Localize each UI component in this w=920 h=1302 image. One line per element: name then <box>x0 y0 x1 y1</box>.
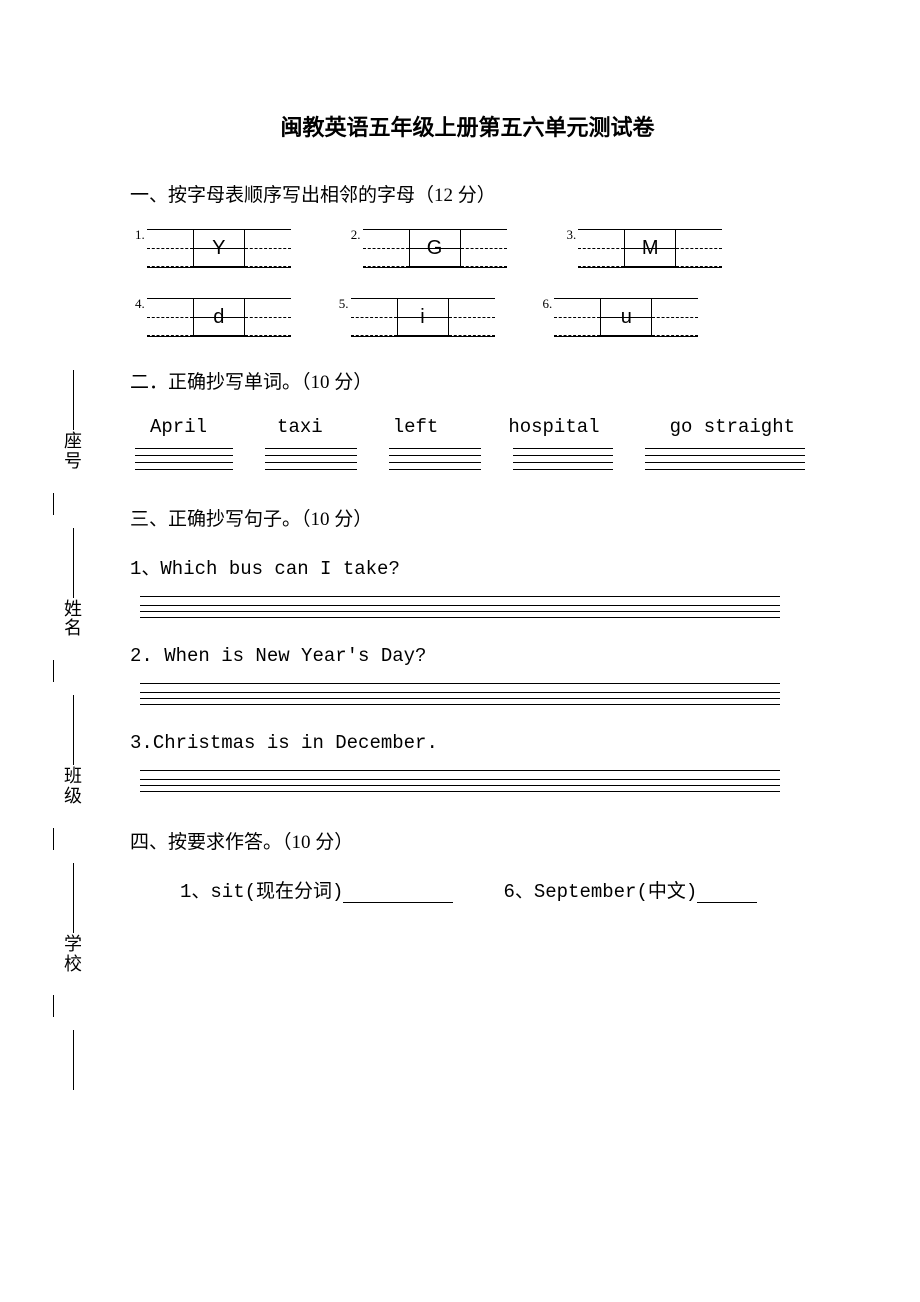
letter-value: G <box>410 229 460 267</box>
page-title: 闽教英语五年级上册第五六单元测试卷 <box>130 110 805 142</box>
letter-num: 5. <box>339 296 349 312</box>
word: taxi <box>277 416 323 438</box>
answer-row: 1、sit(现在分词) 6、September(中文) <box>130 876 805 903</box>
letter-value: Y <box>194 229 244 267</box>
section-2-heading: 二．正确抄写单词。（10 分） <box>130 367 805 394</box>
section-1-heading: 一、按字母表顺序写出相邻的字母（12 分） <box>130 180 805 207</box>
letter-num: 6. <box>543 296 553 312</box>
answer-blank[interactable] <box>697 902 757 903</box>
sentence-question: 3.Christmas is in December. <box>130 732 805 754</box>
worksheet-page: 闽教英语五年级上册第五六单元测试卷 一、按字母表顺序写出相邻的字母（12 分） … <box>0 0 920 963</box>
answer-blank[interactable] <box>343 902 453 903</box>
word: hospital <box>508 416 599 438</box>
word: left <box>393 416 439 438</box>
sentence-writing-lines <box>140 683 780 710</box>
section-4-heading: 四、按要求作答。（10 分） <box>130 827 805 854</box>
letter-value: d <box>194 298 244 336</box>
word-list: April taxi left hospital go straight <box>130 416 805 438</box>
letter-value: i <box>398 298 448 336</box>
sentence-question: 1、Which bus can I take? <box>130 553 805 580</box>
letter-group: 2. G <box>351 229 507 268</box>
answer-item-left: 1、sit(现在分词) <box>180 876 453 903</box>
writing-line-group <box>645 448 805 474</box>
letter-group: 3. M <box>567 229 723 268</box>
sentence-question: 2. When is New Year's Day? <box>130 645 805 667</box>
writing-line-group <box>135 448 233 474</box>
sentence-writing-lines <box>140 596 780 623</box>
writing-line-group <box>513 448 613 474</box>
letter-group: 1. Y <box>135 229 291 268</box>
letter-value: M <box>625 229 675 267</box>
word: go straight <box>670 416 795 438</box>
letter-num: 4. <box>135 296 145 312</box>
writing-line-group <box>389 448 481 474</box>
letter-row-2: 4. d 5. i 6. u <box>130 298 805 337</box>
letter-group: 4. d <box>135 298 291 337</box>
letter-num: 3. <box>567 227 577 243</box>
letter-group: 6. u <box>543 298 699 337</box>
letter-group: 5. i <box>339 298 495 337</box>
writing-line-group <box>265 448 357 474</box>
sentence-writing-lines <box>140 770 780 797</box>
section-3-heading: 三、正确抄写句子。（10 分） <box>130 504 805 531</box>
letter-row-1: 1. Y 2. G 3. M <box>130 229 805 268</box>
word-writing-lines <box>130 448 805 474</box>
letter-value: u <box>601 298 651 336</box>
letter-num: 1. <box>135 227 145 243</box>
letter-num: 2. <box>351 227 361 243</box>
answer-item-right: 6、September(中文) <box>503 876 757 903</box>
word: April <box>150 416 207 438</box>
